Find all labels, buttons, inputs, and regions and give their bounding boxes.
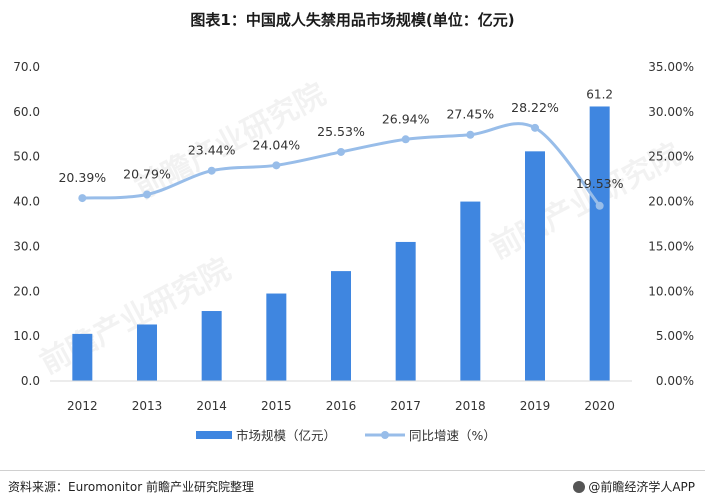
growth-point-2015 (272, 161, 281, 170)
line-series (78, 122, 604, 210)
x-tick-label: 2018 (455, 399, 486, 413)
growth-value-label: 25.53% (317, 124, 365, 139)
growth-value-label: 20.79% (123, 166, 171, 181)
footer: 资料来源：Euromonitor 前瞻产业研究院整理 @前瞻经济学人APP (0, 470, 705, 501)
bar-2018 (460, 201, 481, 381)
growth-point-2019 (531, 123, 539, 132)
right-tick-label: 0.00% (656, 374, 694, 388)
watermark-text: 前瞻产业研究院 (130, 77, 332, 206)
left-tick-label: 40.0 (13, 195, 40, 209)
line-labels: 20.39% 20.79% 23.44% 24.04% 25.53% 26.94% 27.4… (58, 100, 623, 191)
x-tick-label: 2017 (390, 399, 421, 413)
bar-2012 (72, 333, 93, 381)
left-axis-ticks: 0.0 10.0 20.0 30.0 40.0 50.0 60.0 70.0 (13, 60, 40, 388)
bar-series (72, 106, 610, 381)
bar-2017 (395, 241, 416, 381)
brand-logo-icon (573, 481, 586, 493)
growth-value-label: 26.94% (382, 111, 430, 126)
legend-bar-label: 市场规模（亿元） (236, 428, 336, 443)
x-tick-label: 2015 (261, 399, 292, 413)
right-tick-label: 30.00% (648, 105, 694, 119)
right-tick-label: 10.00% (648, 284, 694, 298)
growth-value-label: 19.53% (576, 176, 624, 191)
growth-point-2017 (401, 135, 410, 144)
right-tick-label: 5.00% (656, 329, 694, 343)
x-tick-label: 2014 (196, 399, 227, 413)
growth-point-2013 (143, 190, 151, 199)
x-tick-label: 2012 (67, 399, 98, 413)
growth-point-2012 (78, 194, 87, 203)
bar-2016 (331, 271, 351, 381)
x-tick-label: 2016 (326, 399, 357, 413)
growth-value-label: 20.39% (58, 170, 106, 185)
left-tick-label: 20.0 (13, 284, 40, 298)
growth-point-2016 (337, 147, 345, 156)
bar-2019 (525, 151, 545, 381)
growth-value-label: 27.45% (446, 107, 494, 122)
growth-point-2020 (595, 201, 604, 210)
growth-value-label: 28.22% (511, 100, 559, 115)
bar-value-label: 61.2 (586, 87, 613, 101)
source-note: 资料来源：Euromonitor 前瞻产业研究院整理 (8, 480, 254, 494)
right-tick-label: 20.00% (648, 195, 694, 209)
x-tick-label: 2013 (132, 399, 163, 413)
right-tick-label: 35.00% (648, 60, 694, 74)
x-tick-label: 2019 (520, 399, 551, 413)
right-axis-ticks: 0.00% 5.00% 10.00% 15.00% 20.00% 25.00% 30.00%… (648, 60, 694, 388)
left-tick-label: 10.0 (13, 329, 40, 343)
growth-point-2018 (466, 130, 475, 139)
legend: 市场规模（亿元） 同比增速（%） (196, 428, 496, 443)
bar-labels: 61.2 (586, 87, 613, 101)
left-tick-label: 60.0 (13, 105, 40, 119)
left-tick-label: 0.0 (21, 374, 40, 388)
brand-credit: @前瞻经济学人APP (573, 478, 695, 495)
bar-2013 (137, 324, 157, 381)
right-tick-label: 25.00% (648, 150, 694, 164)
growth-value-label: 23.44% (188, 143, 236, 158)
x-axis: 2012 2013 2014 2015 2016 2017 2018 2019 2020 (50, 380, 632, 413)
right-tick-label: 15.00% (648, 239, 694, 253)
bar-2020 (589, 106, 610, 381)
legend-line-marker (381, 431, 389, 439)
growth-point-2014 (207, 166, 216, 175)
growth-value-label: 24.04% (252, 137, 300, 152)
legend-line-label: 同比增速（%） (409, 428, 496, 443)
bar-2014 (201, 311, 222, 381)
brand-text: @前瞻经济学人APP (588, 480, 695, 494)
legend-bar-swatch (196, 431, 232, 439)
bar-2015 (266, 293, 287, 381)
left-tick-label: 30.0 (13, 239, 40, 253)
left-tick-label: 70.0 (13, 60, 40, 74)
x-tick-label: 2020 (584, 399, 615, 413)
left-tick-label: 50.0 (13, 150, 40, 164)
chart-title: 图表1：中国成人失禁用品市场规模(单位：亿元) (190, 11, 515, 29)
